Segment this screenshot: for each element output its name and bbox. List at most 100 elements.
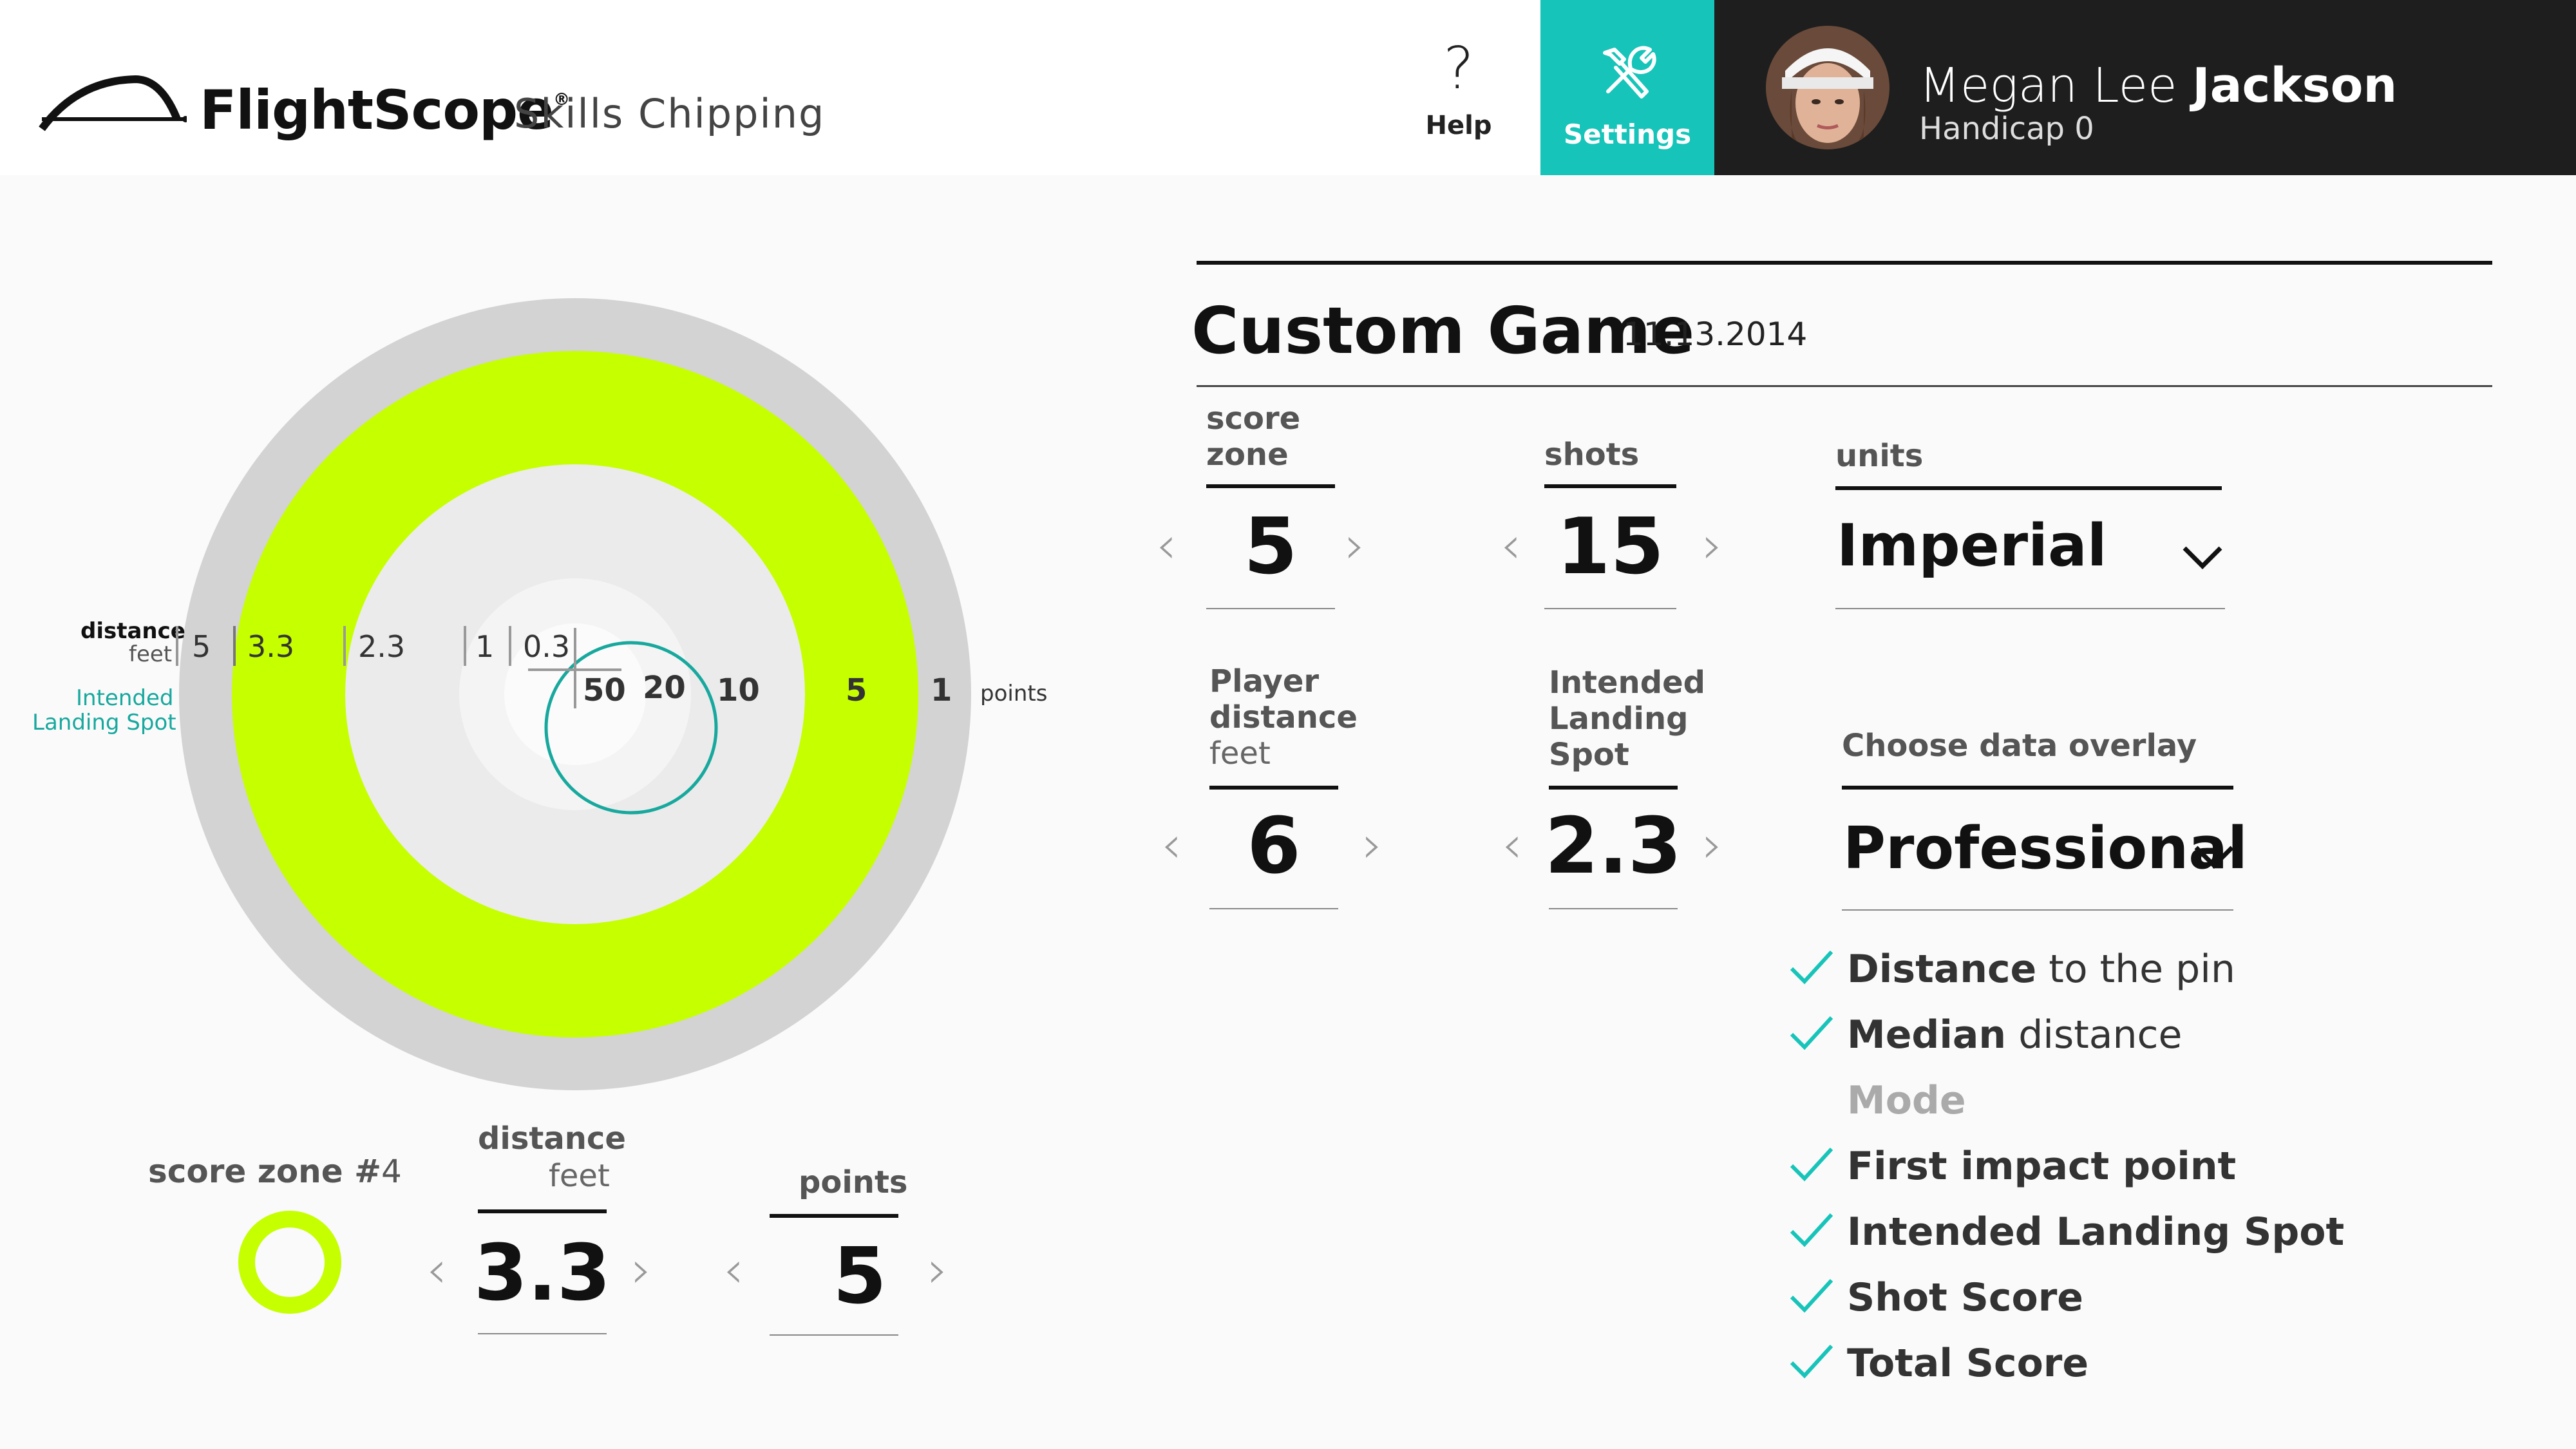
game-title: Custom Game bbox=[1191, 293, 1695, 368]
settings-button[interactable]: Settings bbox=[1540, 0, 1714, 175]
overlay-option[interactable]: Total Score bbox=[1847, 1341, 2088, 1386]
score-zone-value[interactable]: 5 bbox=[1244, 502, 1298, 592]
distance-tick bbox=[233, 626, 236, 666]
shots-increase-button[interactable]: › bbox=[1702, 515, 1723, 575]
overlay-chevron-down-icon[interactable] bbox=[2193, 844, 2235, 869]
shots-top-rule bbox=[1544, 484, 1676, 488]
landing-spot-increase-button[interactable]: › bbox=[1702, 815, 1723, 875]
overlay-option[interactable]: Intended Landing Spot bbox=[1847, 1209, 2344, 1255]
zone-points-decrease-button[interactable]: ‹ bbox=[723, 1240, 744, 1300]
checkmark-icon[interactable] bbox=[1789, 1342, 1834, 1381]
player-distance-value[interactable]: 6 bbox=[1247, 802, 1301, 891]
zone-points-value[interactable]: 5 bbox=[833, 1232, 887, 1321]
intended-landing-spot-circle bbox=[544, 641, 718, 815]
score-zone-label: score zone bbox=[1206, 401, 1301, 473]
landing-spot-bottom-rule bbox=[1549, 908, 1678, 909]
overlay-option[interactable]: Shot Score bbox=[1847, 1275, 2083, 1320]
points-mark: 20 bbox=[643, 670, 686, 706]
distance-mark: 2.3 bbox=[358, 629, 406, 664]
zone-distance-label: distance bbox=[478, 1121, 626, 1157]
panel-top-rule bbox=[1197, 261, 2492, 265]
score-zone-ring-icon bbox=[238, 1211, 341, 1314]
checkmark-icon[interactable] bbox=[1789, 948, 1834, 987]
avatar[interactable] bbox=[1766, 26, 1889, 149]
zone-distance-increase-button[interactable]: › bbox=[631, 1240, 652, 1300]
distance-unit-label: feet bbox=[129, 641, 173, 667]
landing-spot-decrease-button[interactable]: ‹ bbox=[1502, 815, 1522, 875]
flightscope-logo-icon bbox=[39, 75, 187, 131]
overlay-option[interactable]: First impact point bbox=[1847, 1144, 2236, 1189]
overlay-option-label-bold: Intended Landing Spot bbox=[1847, 1209, 2345, 1255]
distance-mark: 1 bbox=[475, 629, 495, 664]
score-zone-bottom-rule bbox=[1206, 608, 1335, 609]
shots-bottom-rule bbox=[1544, 608, 1676, 609]
score-zone-decrease-button[interactable]: ‹ bbox=[1156, 515, 1177, 575]
units-chevron-down-icon[interactable] bbox=[2182, 544, 2223, 570]
player-distance-decrease-button[interactable]: ‹ bbox=[1161, 815, 1182, 875]
overlay-option-label-bold: First impact point bbox=[1847, 1144, 2237, 1189]
overlay-option-label-bold: Mode bbox=[1847, 1078, 1966, 1123]
shots-value[interactable]: 15 bbox=[1557, 502, 1664, 592]
points-mark: 5 bbox=[846, 672, 867, 708]
overlay-label: Choose data overlay bbox=[1842, 728, 2197, 764]
checkmark-icon[interactable] bbox=[1789, 1014, 1834, 1052]
tools-icon bbox=[1603, 46, 1656, 99]
points-mark: 1 bbox=[931, 672, 952, 708]
help-button[interactable]: ? Help bbox=[1391, 0, 1526, 175]
zone-distance-top-rule bbox=[478, 1209, 607, 1213]
zone-points-label: points bbox=[799, 1164, 908, 1200]
points-mark: 50 bbox=[583, 672, 626, 708]
landing-spot-value[interactable]: 2.3 bbox=[1544, 802, 1682, 891]
landing-spot-label-1: Intended bbox=[76, 685, 174, 711]
help-label: Help bbox=[1425, 111, 1492, 140]
user-panel[interactable]: Megan Lee Jackson Handicap 0 bbox=[1714, 0, 2576, 175]
distance-tick bbox=[464, 626, 466, 666]
zone-points-bottom-rule bbox=[770, 1334, 898, 1336]
zone-points-top-rule bbox=[770, 1214, 898, 1218]
question-mark-icon: ? bbox=[1443, 35, 1474, 102]
game-date: 11.13.2014 bbox=[1623, 316, 1808, 353]
target-graphic: distance feet Intended Landing Spot 5 3.… bbox=[0, 175, 1095, 1109]
overlay-option-label-rest: distance bbox=[2006, 1012, 2183, 1057]
checkmark-icon[interactable] bbox=[1789, 1145, 1834, 1184]
shots-decrease-button[interactable]: ‹ bbox=[1501, 515, 1521, 575]
user-name: Megan Lee Jackson bbox=[1919, 58, 2398, 113]
panel-title-rule bbox=[1197, 385, 2492, 387]
units-top-rule bbox=[1835, 486, 2222, 490]
points-mark: 10 bbox=[717, 672, 760, 708]
overlay-option[interactable]: Mode bbox=[1847, 1078, 1966, 1123]
distance-label: distance bbox=[80, 618, 185, 644]
score-zone-increase-button[interactable]: › bbox=[1345, 515, 1365, 575]
distance-tick bbox=[176, 626, 178, 666]
landing-spot-top-rule bbox=[1549, 786, 1678, 790]
zone-editor-label: score zone #4 bbox=[148, 1153, 402, 1190]
distance-tick bbox=[509, 626, 511, 666]
checkmark-icon[interactable] bbox=[1789, 1211, 1834, 1249]
settings-label: Settings bbox=[1563, 118, 1692, 150]
zone-distance-bottom-rule bbox=[478, 1333, 607, 1334]
app-title: Skills Chipping bbox=[514, 90, 826, 137]
zone-distance-decrease-button[interactable]: ‹ bbox=[426, 1240, 447, 1300]
brand-name: FlightScope® bbox=[200, 79, 570, 142]
units-dropdown[interactable]: Imperial bbox=[1837, 512, 2107, 580]
units-label: units bbox=[1835, 438, 1924, 474]
distance-mark: 3.3 bbox=[247, 629, 295, 664]
player-distance-increase-button[interactable]: › bbox=[1362, 815, 1383, 875]
overlay-option-label-bold: Shot Score bbox=[1847, 1275, 2084, 1320]
overlay-dropdown[interactable]: Professional bbox=[1843, 815, 2248, 882]
overlay-option-label-bold: Distance bbox=[1847, 947, 2037, 992]
landing-spot-label: Intended Landing Spot bbox=[1549, 665, 1705, 773]
zone-distance-value[interactable]: 3.3 bbox=[473, 1229, 611, 1318]
overlay-option-label-rest: to the pin bbox=[2036, 947, 2235, 992]
distance-tick bbox=[343, 626, 346, 666]
overlay-option-label-bold: Total Score bbox=[1847, 1341, 2089, 1386]
app-header: FlightScope® Skills Chipping ? Help Sett… bbox=[0, 0, 2576, 175]
overlay-option[interactable]: Distance to the pin bbox=[1847, 947, 2235, 992]
player-distance-label: Player distance feet bbox=[1209, 663, 1358, 772]
overlay-option[interactable]: Median distance bbox=[1847, 1012, 2182, 1057]
overlay-bottom-rule bbox=[1842, 909, 2233, 911]
checkmark-icon[interactable] bbox=[1789, 1276, 1834, 1315]
landing-spot-label-2: Landing Spot bbox=[32, 710, 176, 735]
zone-points-increase-button[interactable]: › bbox=[927, 1240, 948, 1300]
shots-label: shots bbox=[1544, 437, 1640, 473]
